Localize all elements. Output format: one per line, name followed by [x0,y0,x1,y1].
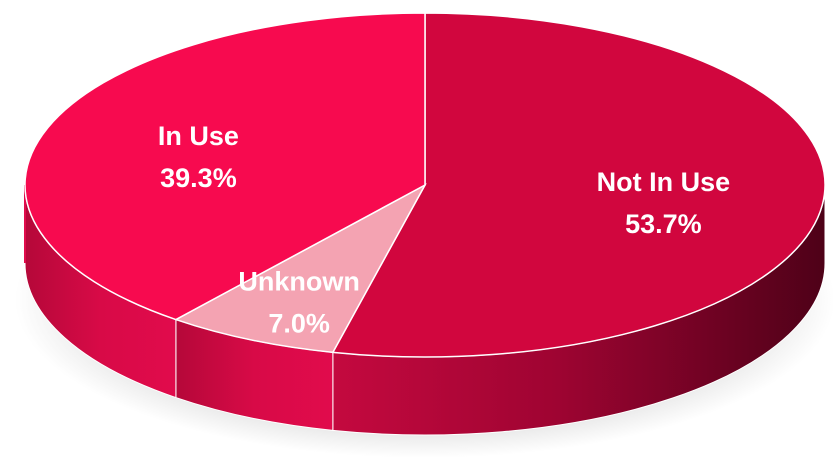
pie-label-value: 7.0% [268,308,330,338]
pie-slice-in-use [24,12,426,321]
pie-label-not-in-use: Not In Use 53.7% [597,167,731,239]
pie-label-category: Not In Use [597,167,731,197]
pie-label-value: 39.3% [160,163,237,193]
pie-label-value: 53.7% [625,209,702,239]
pie-label-category: In Use [158,121,239,151]
pie-label-unknown: Unknown 7.0% [238,266,360,338]
pie-slice-not-in-use [331,12,826,358]
pie-slice-unknown [174,183,427,354]
pie-label-category: Unknown [238,266,360,296]
pie-label-in-use: In Use 39.3% [158,121,239,193]
